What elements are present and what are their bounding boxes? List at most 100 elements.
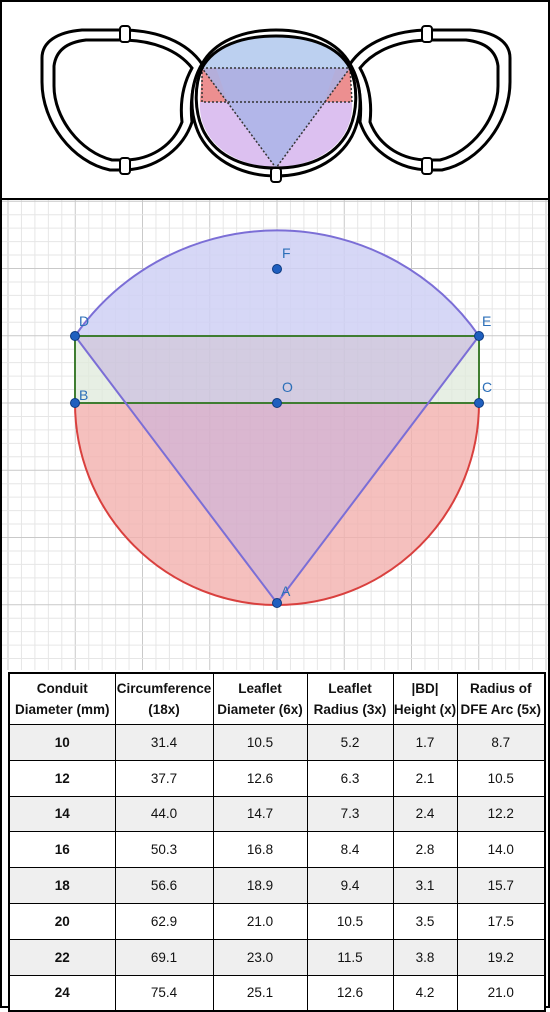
table-cell: 22 xyxy=(8,938,116,976)
table-cell: 17.5 xyxy=(456,902,546,940)
arc-dfe xyxy=(74,229,480,337)
table-cell: 2.8 xyxy=(392,831,458,869)
table-cell: 50.3 xyxy=(114,831,214,869)
table-cell: 15.7 xyxy=(456,867,546,904)
table-cell: 4.2 xyxy=(392,974,458,1012)
table-cell: 9.4 xyxy=(306,867,394,904)
point-e: E xyxy=(474,313,491,341)
point-a: A xyxy=(272,583,291,608)
svg-text:O: O xyxy=(282,379,293,395)
svg-text:C: C xyxy=(482,379,492,395)
table-cell: 56.6 xyxy=(114,867,214,904)
table-cell: 1.7 xyxy=(392,724,458,761)
table-cell: 3.8 xyxy=(392,938,458,976)
table-cell: 12.6 xyxy=(212,759,308,797)
center-dotted-outline xyxy=(200,67,353,170)
table-header-line: (18x) xyxy=(148,702,180,717)
upper-arc-region xyxy=(75,230,479,336)
table-cell: 14.7 xyxy=(212,795,308,833)
table-cell: 10 xyxy=(8,724,116,761)
dimension-table-panel: Conduit Diameter (mm) Circumference (18x) Le… xyxy=(8,672,546,1012)
table-cell: 8.4 xyxy=(306,831,394,869)
table-row: 10 31.4 10.5 5.2 1.7 8.7 xyxy=(8,724,546,761)
table-header-line: Height (x) xyxy=(393,702,457,717)
table-cell: 21.0 xyxy=(212,902,308,940)
point-c: C xyxy=(474,379,492,408)
table-body: 10 31.4 10.5 5.2 1.7 8.7 12 37.7 12.6 6.3 2.1 10.5 1… xyxy=(8,724,546,1012)
center-inner-ring xyxy=(194,34,358,170)
table-cell: 18 xyxy=(8,867,116,904)
table-header-line: Diameter (6x) xyxy=(217,702,303,717)
svg-text:F: F xyxy=(282,245,291,261)
table-cell: 75.4 xyxy=(114,974,214,1012)
table-header-line: DFE Arc (5x) xyxy=(460,702,542,717)
panel-divider xyxy=(2,198,548,200)
center-blue-cap xyxy=(202,36,350,68)
table-row: 24 75.4 25.1 12.6 4.2 21.0 xyxy=(8,974,546,1012)
table-cell: 25.1 xyxy=(212,974,308,1012)
svg-text:B: B xyxy=(79,387,88,403)
table-cell: 11.5 xyxy=(306,938,394,976)
table-cell: 69.1 xyxy=(114,938,214,976)
conduit-illustration xyxy=(40,25,512,183)
dimension-table: Conduit Diameter (mm) Circumference (18x) Le… xyxy=(8,672,546,1012)
table-header-line: |BD| xyxy=(411,681,439,696)
table-cell: 21.0 xyxy=(456,974,546,1012)
table-header-line: Radius (3x) xyxy=(313,702,387,717)
geometry-panel: F D E O B C A xyxy=(2,200,548,670)
geometry-construction: F D E O B C A xyxy=(2,200,548,670)
table-cell: 12.2 xyxy=(456,795,546,833)
table-header-line: Radius of xyxy=(469,681,532,696)
table-header-line: Leaflet xyxy=(238,681,282,696)
svg-text:A: A xyxy=(281,583,291,599)
table-cell: 10.5 xyxy=(456,759,546,797)
table-cell: 12 xyxy=(8,759,116,797)
point-o: O xyxy=(272,379,293,408)
table-row: 12 37.7 12.6 6.3 2.1 10.5 xyxy=(8,759,546,797)
commissure-notches xyxy=(119,25,433,183)
table-cell: 10.5 xyxy=(306,902,394,940)
svg-text:D: D xyxy=(79,313,89,329)
table-cell: 8.7 xyxy=(456,724,546,761)
table-cell: 24 xyxy=(8,974,116,1012)
table-header-line: Diameter (mm) xyxy=(14,702,110,717)
table-header-line: Conduit xyxy=(36,681,88,696)
table-cell: 5.2 xyxy=(306,724,394,761)
table-cell: 20 xyxy=(8,902,116,940)
table-row: 22 69.1 23.0 11.5 3.8 19.2 xyxy=(8,938,546,976)
table-row: 16 50.3 16.8 8.4 2.8 14.0 xyxy=(8,831,546,869)
right-leaflet-shape xyxy=(348,28,512,172)
table-cell: 19.2 xyxy=(456,938,546,976)
table-cell: 2.4 xyxy=(392,795,458,833)
table-header-cell: |BD| Height (x) xyxy=(392,672,458,725)
table-cell: 6.3 xyxy=(306,759,394,797)
table-cell: 37.7 xyxy=(114,759,214,797)
table-cell: 16 xyxy=(8,831,116,869)
table-cell: 14.0 xyxy=(456,831,546,869)
table-header-cell: Leaflet Radius (3x) xyxy=(306,672,394,725)
table-header-cell: Conduit Diameter (mm) xyxy=(8,672,116,725)
table-cell: 12.6 xyxy=(306,974,394,1012)
conduit-illustration-panel xyxy=(2,2,548,198)
table-cell: 2.1 xyxy=(392,759,458,797)
svg-text:E: E xyxy=(482,313,491,329)
table-header-row: Conduit Diameter (mm) Circumference (18x) Le… xyxy=(8,672,546,725)
table-row: 20 62.9 21.0 10.5 3.5 17.5 xyxy=(8,902,546,940)
table-cell: 10.5 xyxy=(212,724,308,761)
table-cell: 7.3 xyxy=(306,795,394,833)
left-leaflet-inner xyxy=(52,38,194,162)
table-cell: 44.0 xyxy=(114,795,214,833)
table-header-line: Leaflet xyxy=(328,681,372,696)
table-cell: 23.0 xyxy=(212,938,308,976)
table-row: 14 44.0 14.7 7.3 2.4 12.2 xyxy=(8,795,546,833)
point-f: F xyxy=(272,245,291,274)
point-b: B xyxy=(70,387,88,408)
right-leaflet-inner xyxy=(358,38,500,162)
point-d: D xyxy=(70,313,89,341)
table-cell: 14 xyxy=(8,795,116,833)
table-cell: 3.5 xyxy=(392,902,458,940)
table-row: 18 56.6 18.9 9.4 3.1 15.7 xyxy=(8,867,546,904)
table-header-cell: Circumference (18x) xyxy=(114,672,214,725)
table-cell: 18.9 xyxy=(212,867,308,904)
table-cell: 3.1 xyxy=(392,867,458,904)
